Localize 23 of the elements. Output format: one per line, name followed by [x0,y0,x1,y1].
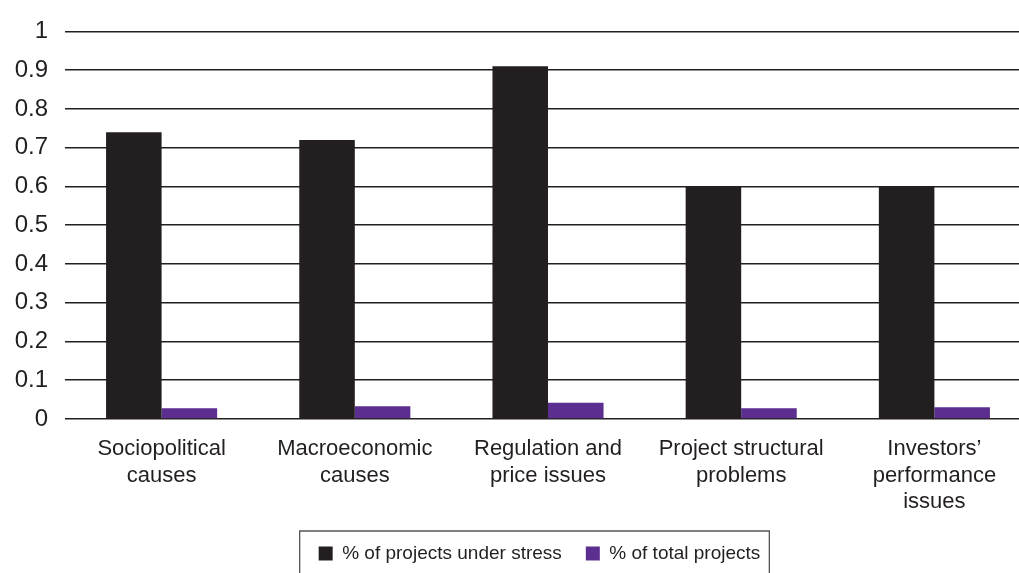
x-tick-label: Investors’ performance issues [872,435,997,514]
y-tick-label: 0.3 [14,287,48,315]
bar [354,406,411,419]
bar [741,408,797,419]
bar [161,408,218,419]
y-tick-label: 0.2 [14,326,48,354]
legend-label: % of projects under stress [342,541,562,563]
y-tick-label: 0.5 [14,209,48,237]
y-tick-label: 0.9 [14,54,48,82]
y-tick-label: 0.8 [14,93,48,121]
y-tick-label: 0.6 [14,171,48,199]
bar [548,402,604,419]
x-tick-label: Regulation and price issues [473,435,623,487]
y-tick-label: 0.1 [14,364,48,392]
x-tick-label: Macroeconomic causes [277,435,433,487]
y-tick-label: 0.7 [14,132,48,160]
y-tick-label: 0 [34,403,48,431]
legend-label: % of total projects [609,541,761,563]
y-tick-label: 1 [34,16,48,44]
x-tick-label: Sociopolitical causes [97,435,226,487]
x-tick-label: Project structural problems [658,435,824,487]
y-tick-label: 0.4 [14,248,48,276]
bar [934,407,990,419]
